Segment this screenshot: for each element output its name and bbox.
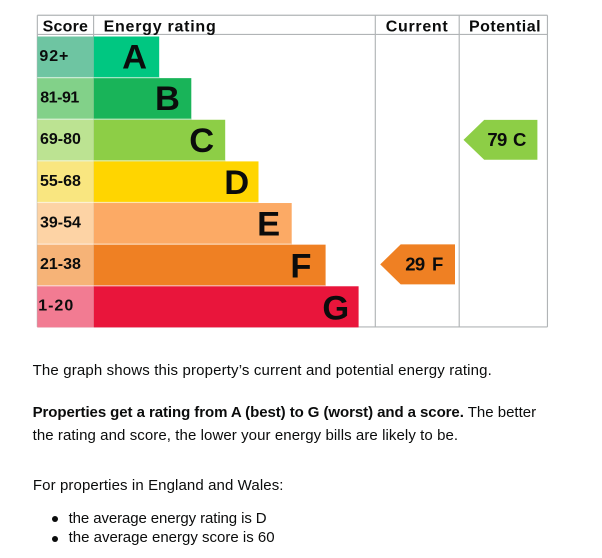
svg-text:F: F — [290, 248, 311, 286]
svg-text:E: E — [257, 206, 280, 244]
svg-text:F: F — [432, 254, 443, 275]
svg-text:C: C — [513, 129, 526, 150]
svg-text:D: D — [224, 164, 249, 202]
svg-text:79: 79 — [487, 129, 507, 150]
svg-text:B: B — [155, 80, 180, 118]
svg-text:G: G — [322, 289, 349, 327]
svg-text:39-54: 39-54 — [40, 214, 81, 231]
svg-text:Potential: Potential — [469, 18, 541, 35]
svg-text:Score: Score — [43, 18, 88, 35]
svg-text:21-38: 21-38 — [40, 256, 81, 273]
svg-text:81-91: 81-91 — [40, 90, 79, 107]
svg-text:Energy rating: Energy rating — [104, 18, 217, 35]
svg-text:C: C — [189, 122, 214, 160]
svg-text:92+: 92+ — [39, 48, 69, 65]
svg-text:Current: Current — [386, 18, 449, 35]
svg-text:29: 29 — [405, 254, 425, 275]
svg-text:1-20: 1-20 — [38, 298, 74, 315]
svg-text:55-68: 55-68 — [40, 173, 81, 190]
svg-text:A: A — [122, 38, 147, 76]
svg-text:69-80: 69-80 — [40, 131, 81, 148]
